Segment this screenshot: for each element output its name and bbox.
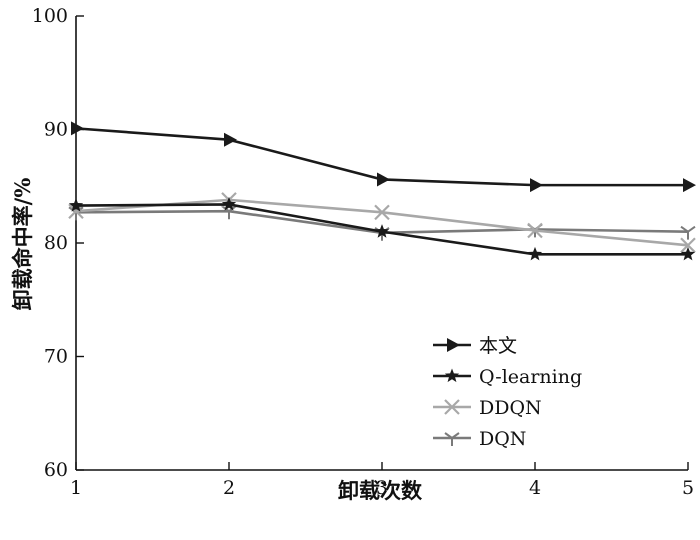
y-axis-title: 卸载命中率/% xyxy=(10,178,35,311)
star-icon xyxy=(444,368,460,383)
y-tick-label: 90 xyxy=(44,119,68,141)
x-tick-label: 1 xyxy=(70,477,82,499)
x-tick-label: 5 xyxy=(682,477,694,499)
y-tick-label: 100 xyxy=(32,5,68,27)
legend-item: DQN xyxy=(433,428,526,450)
star-icon xyxy=(527,246,543,261)
legend-item: Q-learning xyxy=(433,366,582,388)
x-cross-icon xyxy=(374,204,390,221)
legend-item: DDQN xyxy=(433,397,542,419)
y-tick-label: 80 xyxy=(44,232,68,254)
x-cross-icon xyxy=(527,222,543,239)
star-icon xyxy=(221,196,237,211)
data-point xyxy=(374,204,390,221)
triangle-right-icon xyxy=(447,338,460,352)
triangle-right-icon xyxy=(530,178,543,193)
data-point xyxy=(377,172,390,187)
legend-label: DDQN xyxy=(479,397,542,419)
x-tick-label: 2 xyxy=(223,477,235,499)
series-3 xyxy=(68,192,696,254)
y-tick-label: 70 xyxy=(44,346,68,368)
series-1 xyxy=(71,121,696,193)
legend-label: DQN xyxy=(479,428,526,450)
tri-down-icon xyxy=(444,432,460,446)
triangle-right-icon xyxy=(377,172,390,187)
data-point xyxy=(680,237,696,254)
x-axis-title: 卸载次数 xyxy=(338,478,423,503)
legend-label: 本文 xyxy=(479,335,517,357)
data-point xyxy=(71,121,84,136)
data-point xyxy=(527,246,543,261)
legend: 本文 Q-learning DDQN DQN xyxy=(433,335,582,450)
triangle-right-icon xyxy=(71,121,84,136)
data-point xyxy=(680,246,696,261)
series-2 xyxy=(68,196,696,261)
data-point xyxy=(683,178,696,193)
data-point xyxy=(374,224,390,238)
data-point xyxy=(680,225,696,240)
data-point xyxy=(527,222,543,239)
x-cross-icon xyxy=(680,237,696,254)
x-tick-label: 3 xyxy=(376,477,388,499)
legend-label: Q-learning xyxy=(479,366,582,388)
data-point xyxy=(224,132,237,147)
star-icon xyxy=(680,246,696,261)
data-point xyxy=(221,205,237,220)
triangle-right-icon xyxy=(683,178,696,193)
data-point xyxy=(530,178,543,193)
tri-down-icon xyxy=(680,225,696,240)
triangle-right-icon xyxy=(224,132,237,147)
x-tick-label: 4 xyxy=(529,477,541,499)
star-icon xyxy=(374,224,390,238)
tri-down-icon xyxy=(221,205,237,220)
series-layer xyxy=(68,121,696,261)
y-tick-label: 60 xyxy=(44,459,68,481)
legend-item: 本文 xyxy=(433,335,517,357)
data-point xyxy=(221,196,237,211)
data-point xyxy=(68,198,84,212)
x-cross-icon xyxy=(444,399,460,415)
axes: 60 70 80 90 100 1 2 3 4 5 xyxy=(32,5,694,499)
star-icon xyxy=(68,198,84,212)
